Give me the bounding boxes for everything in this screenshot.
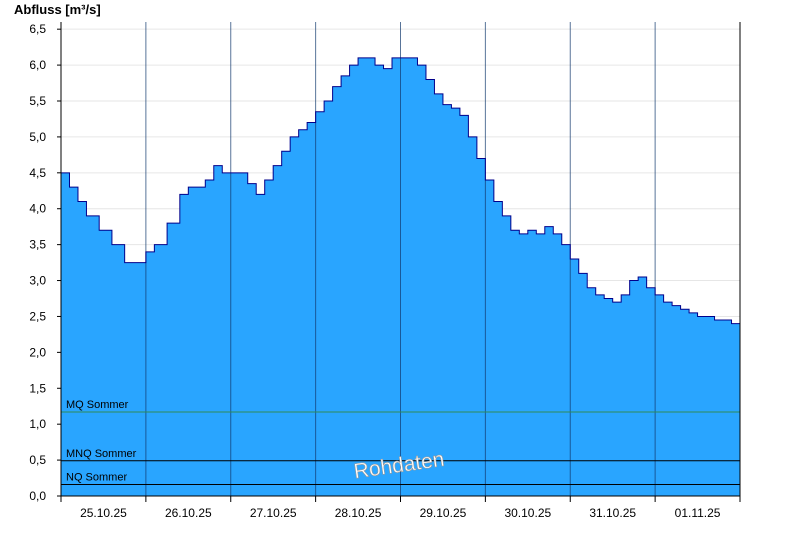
x-tick-label: 01.11.25 <box>675 506 721 520</box>
y-tick-label: 0,5 <box>29 453 46 467</box>
y-tick-label: 3,5 <box>29 238 46 252</box>
y-tick-label: 4,5 <box>29 166 46 180</box>
y-axis-label: Abfluss [m³/s] <box>14 2 101 17</box>
y-tick-label: 5,0 <box>29 130 46 144</box>
y-tick-label: 3,0 <box>29 274 46 288</box>
x-tick-label: 30.10.25 <box>504 506 551 520</box>
y-tick-label: 1,0 <box>29 417 46 431</box>
x-ticks: 25.10.25 26.10.25 27.10.25 28.10.25 29.10.25… <box>60 496 741 520</box>
y-tick-label: 6,0 <box>29 58 46 72</box>
y-tick-label: 1,5 <box>29 381 46 395</box>
x-tick-label: 26.10.25 <box>165 506 212 520</box>
reference-line-label: MQ Sommer <box>66 399 129 411</box>
y-tick-label: 2,5 <box>29 309 46 323</box>
y-tick-label: 0,0 <box>29 489 46 503</box>
discharge-line <box>61 57 741 328</box>
x-tick-label: 31.10.25 <box>589 506 636 520</box>
x-tick-label: 27.10.25 <box>250 506 297 520</box>
reference-lines: MQ Sommer MNQ Sommer NQ Sommer <box>61 399 740 486</box>
x-tick-label: 29.10.25 <box>420 506 467 520</box>
y-tick-label: 2,0 <box>29 345 46 359</box>
y-tick-label: 6,5 <box>29 22 46 36</box>
y-ticks: 0,0 0,5 1,0 1,5 2,0 2,5 3,0 3,5 4,0 4,5 5,0 5,5 6,0 6… <box>29 22 61 503</box>
reference-line-label: MNQ Sommer <box>66 448 137 460</box>
x-tick-label: 28.10.25 <box>335 506 382 520</box>
y-tick-label: 5,5 <box>29 94 46 108</box>
reference-line-label: NQ Sommer <box>66 472 127 484</box>
y-tick-label: 4,0 <box>29 202 46 216</box>
x-tick-label: 25.10.25 <box>80 506 127 520</box>
